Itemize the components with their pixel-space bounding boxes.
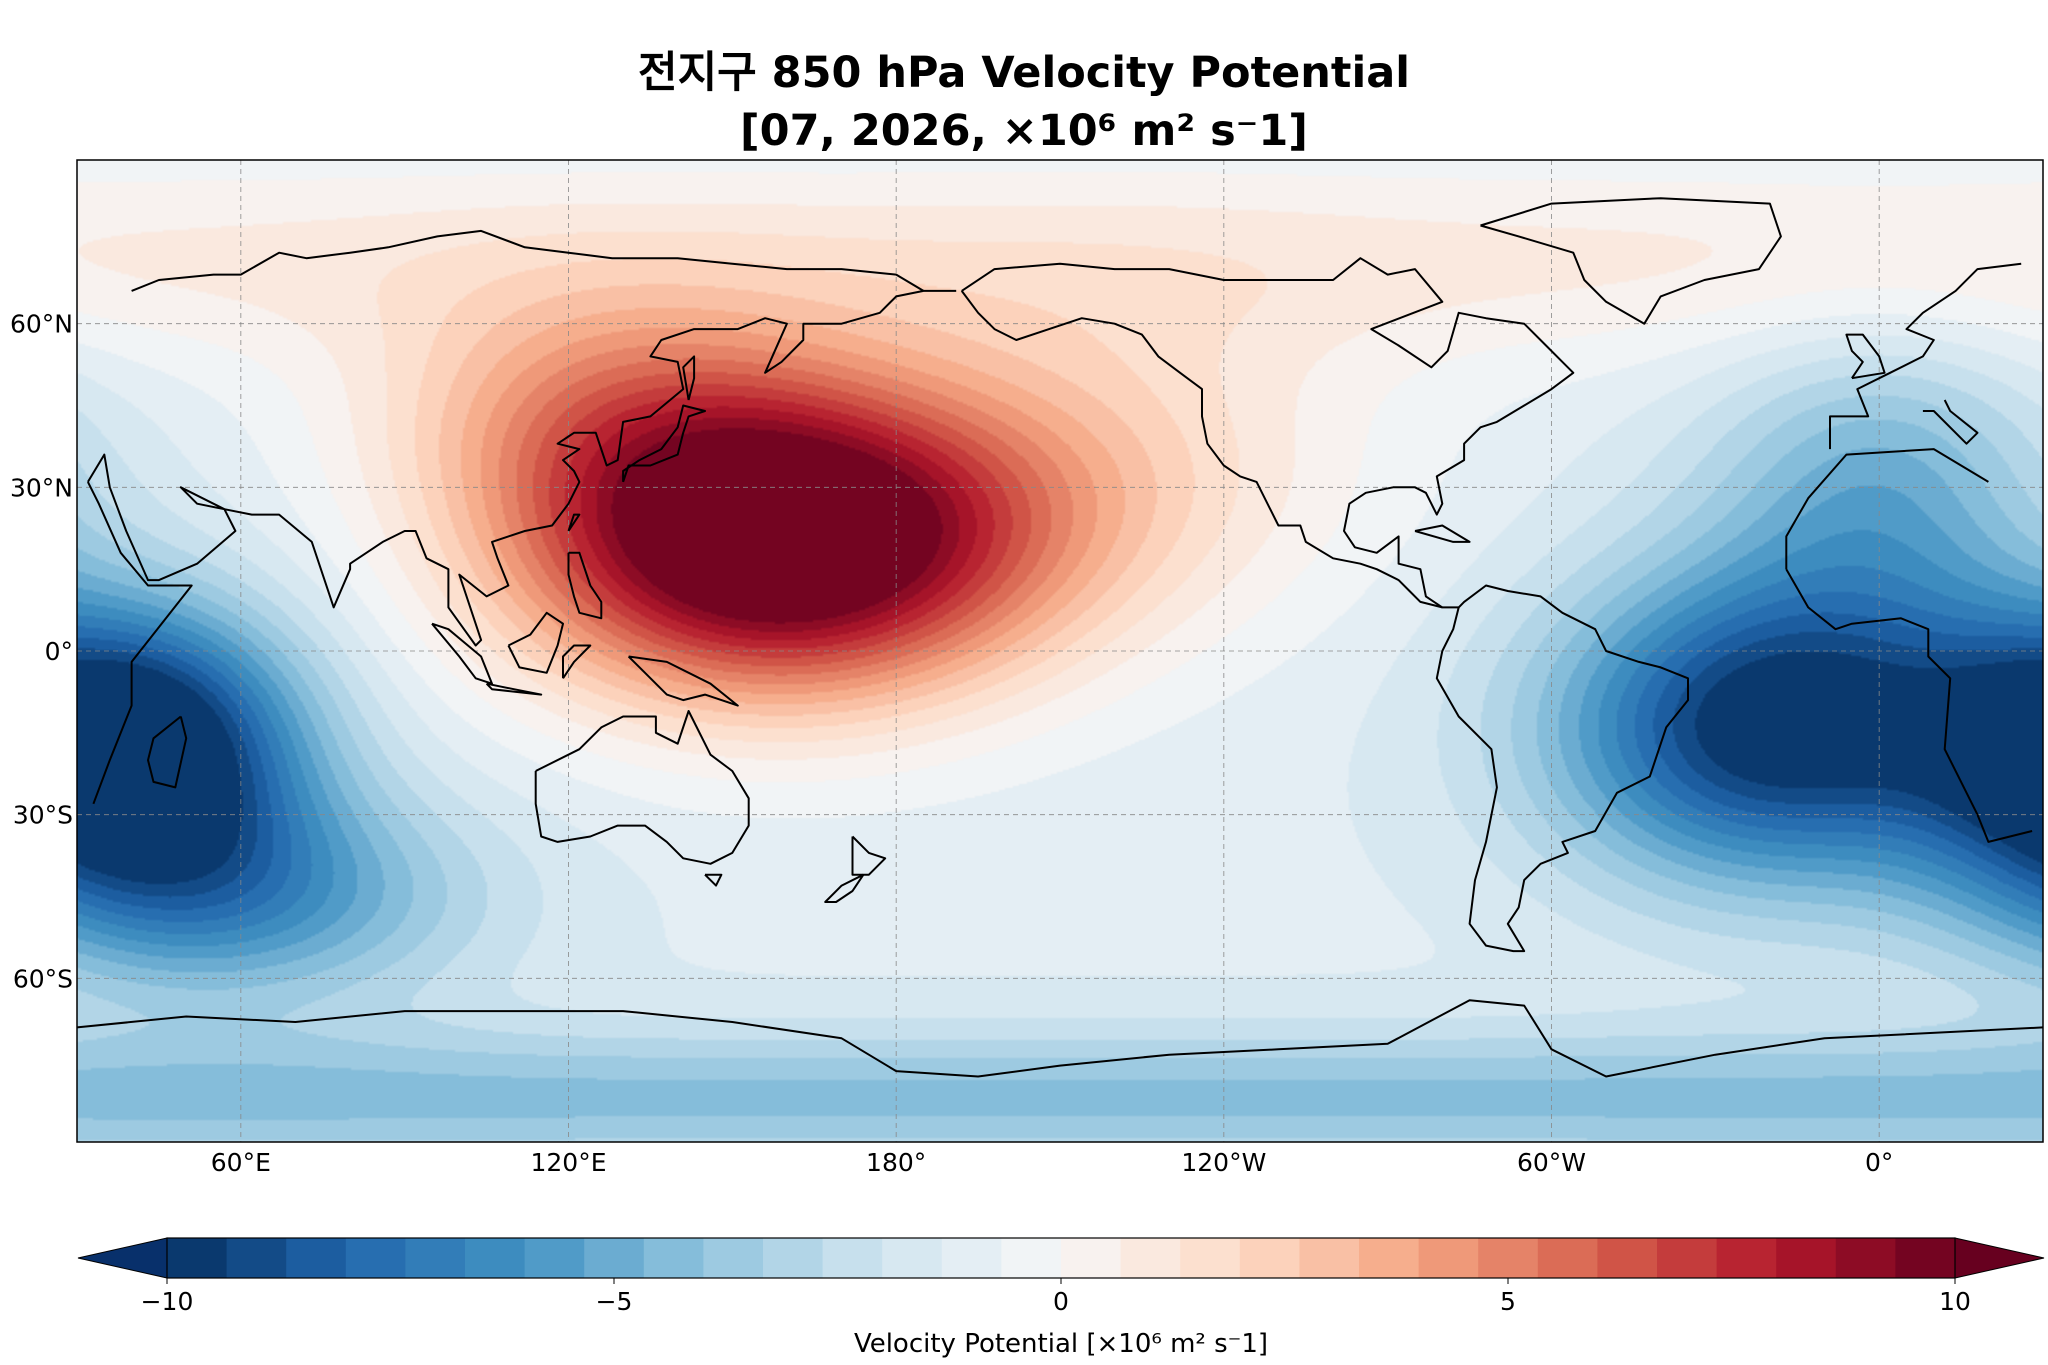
colorbar-cell [1895,1238,1956,1278]
colorbar-extend-high [1954,1237,2045,1279]
colorbar-tick-label: 0 [1053,1287,1069,1316]
coastline-new-guinea [627,655,739,707]
colorbar-cell [1299,1238,1360,1278]
lon-tick-label: 60°W [1517,1148,1586,1177]
coastline-north-america-west [960,290,1443,609]
colorbar-cell [167,1238,228,1278]
colorbar-cell [226,1238,287,1278]
coastline-taiwan [567,513,581,532]
coastline-north-america [961,257,1689,953]
colorbar-cell [1478,1238,1539,1278]
colorbar-cell [1061,1238,1122,1278]
map-frame [76,159,2044,1143]
colorbar-extend-low [77,1237,168,1279]
coastline-new-zealand [851,835,887,876]
lon-tick-label: 60°E [211,1148,271,1177]
coastline-japan [622,404,706,483]
colorbar-cell [345,1238,406,1278]
coastline-british-isles [1845,333,1886,380]
coastline-tasmania [704,873,723,887]
colorbar-cell [1120,1238,1181,1278]
coastlines [77,197,2043,1078]
colorbar-cell [1001,1238,1062,1278]
lat-tick-labels: 60°N 30°N 0° 30°S 60°S [10,310,73,994]
coastline-sakhalin [682,355,696,401]
colorbar-cell [763,1238,824,1278]
coastline-australia [534,710,750,865]
colorbar-cell [1657,1238,1718,1278]
colorbar-label: Velocity Potential [×10⁶ m² s⁻1] [854,1329,1268,1359]
coastline-arabia-south-asia [87,289,957,647]
title-line2: [07, 2026, ×10⁶ m² s⁻1] [740,106,1308,156]
colorbar-cell [286,1238,347,1278]
colorbar-cell [1239,1238,1300,1278]
lon-tick-label: 120°E [530,1148,606,1177]
lat-tick-label: 60°N [10,310,73,339]
colorbar-cell [1776,1238,1837,1278]
colorbar-cell [941,1238,1002,1278]
colorbar-cell [584,1238,645,1278]
lat-tick-label: 0° [45,637,73,666]
colorbar-cell [822,1238,883,1278]
lon-tick-label: 180° [866,1148,926,1177]
colorbar-cell [882,1238,943,1278]
colorbar-cell [1835,1238,1896,1278]
coastline-java [485,682,543,696]
coastline-madagascar [147,715,188,789]
colorbar-cell [1597,1238,1658,1278]
colorbar: −10 −5 0 5 10 Velocity Potential [×10⁶ m² s⁻… [77,1237,2045,1359]
lon-tick-label: 120°W [1181,1148,1266,1177]
colorbar-cell [1716,1238,1777,1278]
lon-tick-labels: 60°E 120°E 180° 120°W 60°W 0° [211,1148,1894,1177]
colorbar-tick-label: 10 [1939,1287,1971,1316]
colorbar-cell [1359,1238,1420,1278]
colorbar-cell [465,1238,526,1278]
coastline-philippines [567,551,603,620]
colorbar-tick-label: −5 [596,1287,633,1316]
colorbar-cell [1180,1238,1241,1278]
coastline-greenland [1480,197,1782,325]
colorbar-tick-label: −10 [141,1287,194,1316]
coastline-sumatra [431,622,493,685]
coastline-antarctica [77,999,2043,1078]
colorbar-ticks: −10 −5 0 5 10 [141,1278,1971,1316]
coastline-new-zealand-south [824,873,865,903]
colorbar-cell [1537,1238,1598,1278]
coastline-borneo [507,611,564,674]
coastline-siberia-arctic [131,229,925,292]
lat-tick-label: 30°S [13,801,73,830]
colorbar-tick-label: 5 [1500,1287,1516,1316]
colorbar-cells [167,1238,1956,1278]
colorbar-cell [1418,1238,1479,1278]
coastline-sulawesi [562,644,592,679]
lat-tick-label: 30°N [10,473,73,502]
coastline-africa [87,448,2033,843]
lat-tick-label: 60°S [13,964,73,993]
colorbar-cell [524,1238,585,1278]
map-panel: 60°E 120°E 180° 120°W 60°W 0° 60°N30°N0°30°S6… [10,159,2044,1177]
title-line1: 전지구 850 hPa Velocity Potential [638,48,1410,98]
coastline-italy [1922,399,1979,445]
colorbar-cell [643,1238,704,1278]
colorbar-cell [405,1238,466,1278]
lon-tick-label: 0° [1865,1148,1893,1177]
coastline-cuba [1414,524,1471,543]
colorbar-cell [703,1238,764,1278]
